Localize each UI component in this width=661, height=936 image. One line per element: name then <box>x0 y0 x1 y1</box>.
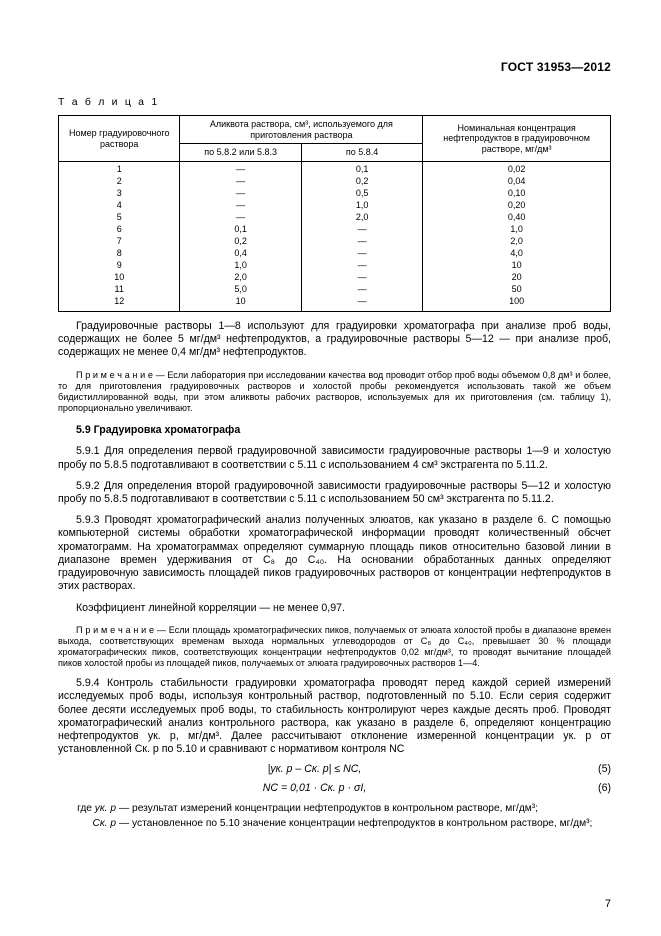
th-aliquot-group: Аликвота раствора, см³, используемого дл… <box>180 116 423 144</box>
equation-5: |yк. р – Cк. р| ≤ NC, (5) <box>58 763 611 776</box>
note-1: П р и м е ч а н и е — Если лаборатория п… <box>58 370 611 414</box>
equation-6: NC = 0,01 · Cк. р · σI, (6) <box>58 782 611 795</box>
document-id: ГОСТ 31953—2012 <box>501 60 611 75</box>
col-aliquot-a: ——— ——0,1 0,20,41,0 2,05,010 <box>180 161 301 311</box>
para-5-9-3b: Коэффициент линейной корреляции — не мен… <box>58 602 611 615</box>
col-concentration: 0,020,040,10 0,200,401,0 2,04,010 205010… <box>423 161 611 311</box>
para-5-9-4: 5.9.4 Контроль стабильности градуировки … <box>58 677 611 756</box>
equation-5-number: (5) <box>571 763 611 776</box>
where-c-label: Cк. р <box>58 818 119 831</box>
page: ГОСТ 31953—2012 Т а б л и ц а 1 Номер гр… <box>0 0 661 936</box>
equation-6-body: NC = 0,01 · Cк. р · σI, <box>58 782 571 795</box>
th-number: Номер градуировочного раствора <box>59 116 180 162</box>
col-number: 123 456 789 101112 <box>59 161 180 311</box>
col-aliquot-b: 0,10,20,5 1,02,0— ——— ——— <box>301 161 422 311</box>
where-block: где yк. р — результат измерений концентр… <box>58 803 611 831</box>
th-aliquot-b: по 5.8.4 <box>301 144 422 162</box>
where-c-def: — установленное по 5.10 значение концент… <box>119 818 611 831</box>
th-concentration: Номинальная концентрация нефтепродуктов … <box>423 116 611 162</box>
equation-5-body: |yк. р – Cк. р| ≤ NC, <box>58 763 571 776</box>
where-y-label: где yк. р <box>58 803 119 816</box>
equation-6-number: (6) <box>571 782 611 795</box>
para-usage: Градуировочные растворы 1—8 используют д… <box>58 320 611 360</box>
note-2: П р и м е ч а н и е — Если площадь хрома… <box>58 625 611 669</box>
para-5-9-1: 5.9.1 Для определения первой градуировоч… <box>58 445 611 471</box>
table-caption: Т а б л и ц а 1 <box>58 96 611 109</box>
calibration-table: Номер градуировочного раствора Аликвота … <box>58 115 611 312</box>
page-number: 7 <box>605 898 611 912</box>
th-aliquot-a: по 5.8.2 или 5.8.3 <box>180 144 301 162</box>
para-5-9-2: 5.9.2 Для определения второй градуировоч… <box>58 480 611 506</box>
heading-5-9: 5.9 Градуировка хроматографа <box>58 424 611 437</box>
where-y-def: — результат измерений концентрации нефте… <box>119 803 611 816</box>
para-5-9-3: 5.9.3 Проводят хроматографический анализ… <box>58 514 611 593</box>
